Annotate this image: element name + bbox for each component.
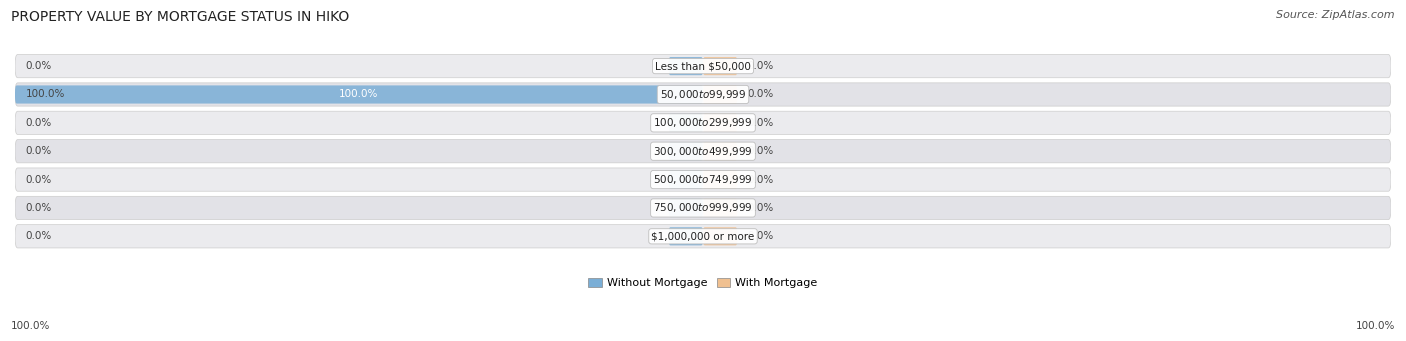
- Text: 0.0%: 0.0%: [25, 146, 52, 156]
- FancyBboxPatch shape: [669, 142, 703, 160]
- Text: 0.0%: 0.0%: [25, 118, 52, 128]
- FancyBboxPatch shape: [703, 85, 737, 104]
- Text: 100.0%: 100.0%: [11, 321, 51, 331]
- Text: 0.0%: 0.0%: [25, 203, 52, 213]
- Text: 0.0%: 0.0%: [748, 118, 773, 128]
- Text: $750,000 to $999,999: $750,000 to $999,999: [654, 202, 752, 214]
- FancyBboxPatch shape: [669, 199, 703, 217]
- Text: 0.0%: 0.0%: [25, 175, 52, 184]
- Text: 0.0%: 0.0%: [748, 175, 773, 184]
- Text: 0.0%: 0.0%: [748, 89, 773, 100]
- FancyBboxPatch shape: [669, 227, 703, 246]
- FancyBboxPatch shape: [15, 139, 1391, 163]
- FancyBboxPatch shape: [15, 196, 1391, 220]
- Text: $300,000 to $499,999: $300,000 to $499,999: [654, 145, 752, 158]
- Text: PROPERTY VALUE BY MORTGAGE STATUS IN HIKO: PROPERTY VALUE BY MORTGAGE STATUS IN HIK…: [11, 10, 350, 24]
- Text: 0.0%: 0.0%: [25, 231, 52, 241]
- Text: 0.0%: 0.0%: [748, 231, 773, 241]
- Text: 100.0%: 100.0%: [1355, 321, 1395, 331]
- Text: 0.0%: 0.0%: [25, 61, 52, 71]
- Text: Source: ZipAtlas.com: Source: ZipAtlas.com: [1277, 10, 1395, 20]
- Text: 100.0%: 100.0%: [339, 89, 378, 100]
- Text: Less than $50,000: Less than $50,000: [655, 61, 751, 71]
- Text: $1,000,000 or more: $1,000,000 or more: [651, 231, 755, 241]
- FancyBboxPatch shape: [703, 57, 737, 75]
- FancyBboxPatch shape: [15, 85, 703, 104]
- FancyBboxPatch shape: [15, 168, 1391, 191]
- FancyBboxPatch shape: [703, 199, 737, 217]
- Text: $100,000 to $299,999: $100,000 to $299,999: [654, 116, 752, 129]
- Legend: Without Mortgage, With Mortgage: Without Mortgage, With Mortgage: [583, 273, 823, 293]
- FancyBboxPatch shape: [703, 227, 737, 246]
- FancyBboxPatch shape: [15, 225, 1391, 248]
- Text: 0.0%: 0.0%: [748, 146, 773, 156]
- FancyBboxPatch shape: [669, 170, 703, 189]
- Text: 100.0%: 100.0%: [25, 89, 65, 100]
- FancyBboxPatch shape: [703, 170, 737, 189]
- Text: 0.0%: 0.0%: [748, 203, 773, 213]
- FancyBboxPatch shape: [703, 114, 737, 132]
- FancyBboxPatch shape: [703, 142, 737, 160]
- FancyBboxPatch shape: [669, 57, 703, 75]
- FancyBboxPatch shape: [15, 55, 1391, 78]
- Text: $500,000 to $749,999: $500,000 to $749,999: [654, 173, 752, 186]
- FancyBboxPatch shape: [15, 111, 1391, 134]
- Text: $50,000 to $99,999: $50,000 to $99,999: [659, 88, 747, 101]
- FancyBboxPatch shape: [669, 114, 703, 132]
- Text: 0.0%: 0.0%: [748, 61, 773, 71]
- FancyBboxPatch shape: [15, 83, 1391, 106]
